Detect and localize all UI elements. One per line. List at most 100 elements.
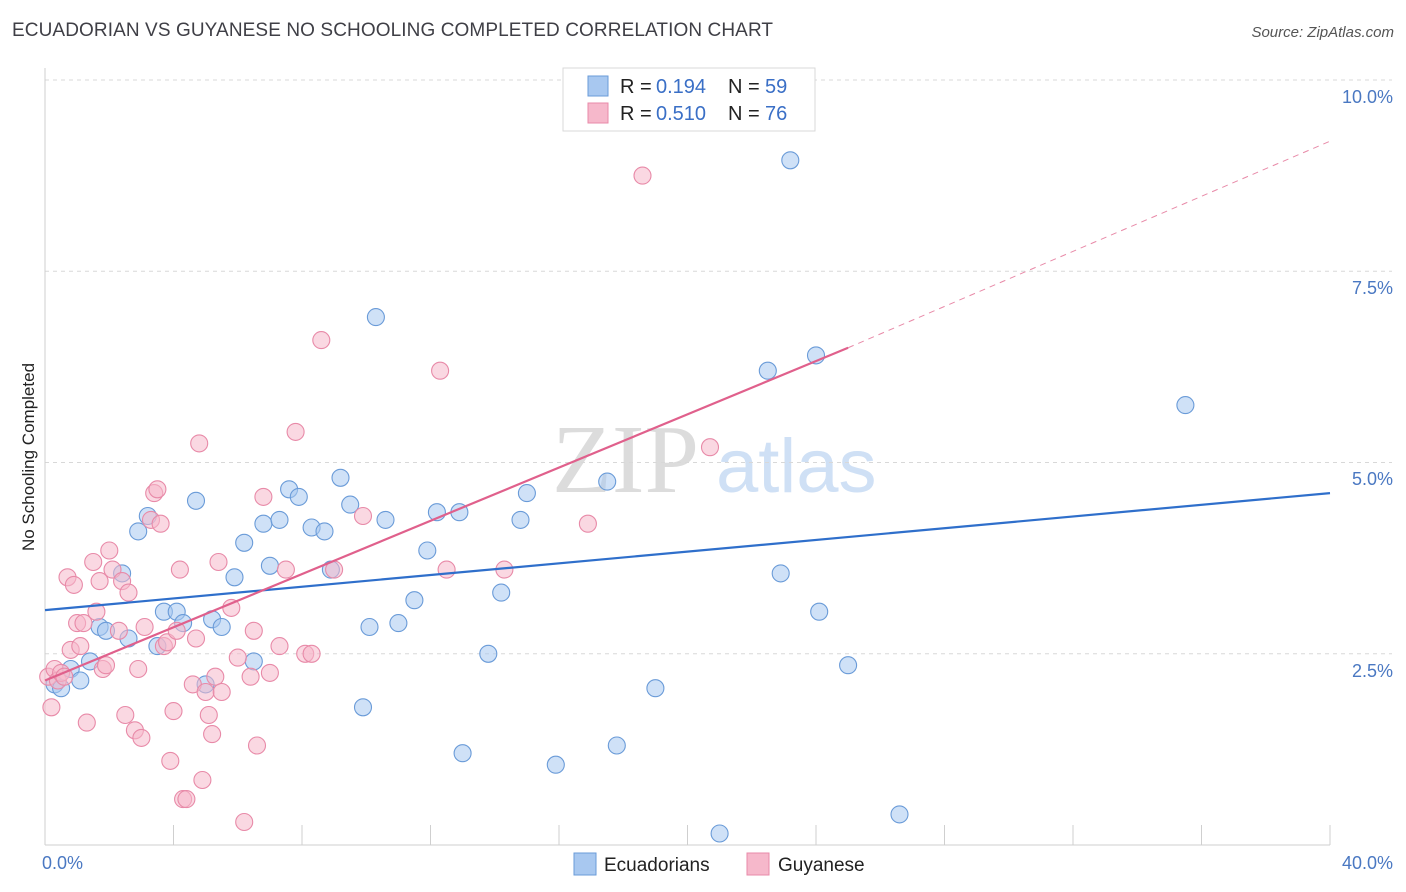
- point-guyanese-58: [270, 637, 289, 656]
- point-ecuadorians-32: [353, 698, 373, 717]
- point-ecuadorians-42: [479, 644, 498, 663]
- point-guyanese-63: [312, 331, 331, 350]
- point-guyanese-62: [302, 644, 321, 663]
- point-ecuadorians-34: [366, 308, 385, 327]
- point-ecuadorians-9: [129, 522, 148, 541]
- point-guyanese-35: [164, 702, 183, 721]
- legend-swatch-ecuadorians: [587, 75, 609, 97]
- point-guyanese-26: [132, 728, 151, 747]
- watermark-zip: ZIP: [552, 406, 699, 514]
- point-ecuadorians-28: [315, 522, 334, 541]
- series-guyanese: [39, 166, 720, 832]
- point-guyanese-13: [84, 552, 103, 572]
- point-ecuadorians-23: [260, 556, 279, 575]
- point-guyanese-47: [206, 667, 225, 686]
- point-guyanese-42: [190, 434, 209, 453]
- y-tick-label-7-5: 7.5%: [1352, 278, 1393, 298]
- legend-r-label-ecuadorians: R =: [620, 76, 652, 98]
- trend-line-guyanese: [44, 346, 849, 682]
- point-guyanese-44: [196, 682, 215, 702]
- point-guyanese-45: [199, 705, 218, 725]
- point-guyanese-60: [286, 422, 305, 441]
- point-guyanese-41: [186, 629, 206, 648]
- legend-swatch-guyanese: [587, 102, 609, 124]
- point-guyanese-70: [633, 166, 652, 185]
- point-guyanese-56: [254, 487, 273, 506]
- bottom-legend-swatch-ecuadorians: [573, 852, 597, 876]
- y-tick-labels: 2.5% 5.0% 7.5% 10.0%: [1342, 87, 1393, 681]
- point-ecuadorians-24: [270, 510, 289, 529]
- point-guyanese-25: [129, 659, 148, 679]
- point-ecuadorians-58: [1176, 396, 1195, 415]
- legend-r-value-guyanese: 0.510: [656, 103, 706, 125]
- point-ecuadorians-30: [331, 468, 350, 487]
- point-ecuadorians-48: [607, 736, 626, 755]
- point-ecuadorians-26: [289, 487, 308, 506]
- point-guyanese-39: [177, 790, 196, 809]
- point-guyanese-17: [96, 656, 116, 675]
- y-tick-label-2-5: 2.5%: [1352, 661, 1393, 681]
- y-tick-label-5-0: 5.0%: [1352, 469, 1393, 489]
- data-points: [39, 151, 1195, 843]
- point-guyanese-67: [437, 560, 456, 579]
- point-guyanese-51: [228, 648, 247, 667]
- point-ecuadorians-53: [781, 151, 800, 170]
- point-guyanese-59: [276, 560, 295, 579]
- correlation-legend: R = 0.194 N = 59 R = 0.510 N = 76: [562, 67, 816, 132]
- point-guyanese-65: [353, 506, 373, 526]
- point-guyanese-8: [64, 575, 83, 594]
- y-axis-label: No Schooling Completed: [19, 363, 38, 551]
- x-tick-label-min: 0.0%: [42, 853, 83, 873]
- point-ecuadorians-56: [839, 656, 858, 675]
- point-guyanese-69: [578, 514, 597, 533]
- watermark-atlas: atlas: [716, 424, 877, 509]
- point-guyanese-46: [203, 725, 222, 744]
- point-ecuadorians-46: [546, 755, 565, 774]
- legend-n-label-guyanese: N =: [728, 103, 760, 125]
- point-ecuadorians-21: [244, 652, 263, 671]
- y-tick-label-10-0: 10.0%: [1342, 87, 1393, 107]
- point-ecuadorians-49: [646, 679, 665, 698]
- point-guyanese-55: [247, 736, 267, 755]
- point-ecuadorians-45: [517, 484, 536, 503]
- point-guyanese-48: [209, 552, 228, 572]
- point-ecuadorians-37: [405, 591, 424, 610]
- point-ecuadorians-51: [758, 361, 777, 380]
- point-ecuadorians-50: [710, 824, 729, 843]
- trend-lines: [44, 140, 1331, 682]
- point-ecuadorians-22: [254, 514, 273, 533]
- point-guyanese-30: [148, 480, 167, 499]
- axes: [44, 68, 1331, 846]
- legend-r-label-guyanese: R =: [620, 103, 652, 125]
- trend-extension-guyanese: [847, 140, 1331, 349]
- point-ecuadorians-20: [235, 533, 254, 552]
- point-guyanese-52: [235, 812, 254, 832]
- point-guyanese-12: [77, 713, 96, 732]
- point-ecuadorians-38: [418, 541, 437, 560]
- legend-n-value-ecuadorians: 59: [765, 76, 787, 98]
- point-ecuadorians-44: [511, 510, 530, 529]
- point-guyanese-27: [135, 617, 154, 637]
- x-tick-label-max: 40.0%: [1342, 853, 1393, 873]
- point-guyanese-71: [700, 438, 720, 457]
- point-ecuadorians-41: [453, 744, 472, 763]
- legend-n-value-guyanese: 76: [765, 103, 787, 125]
- point-guyanese-54: [244, 621, 263, 640]
- point-guyanese-49: [212, 682, 231, 702]
- point-ecuadorians-52: [771, 564, 790, 583]
- point-ecuadorians-43: [492, 583, 511, 602]
- series-legend: Ecuadorians Guyanese: [573, 852, 865, 876]
- bottom-legend-label-ecuadorians: Ecuadorians: [604, 855, 710, 876]
- point-guyanese-20: [109, 621, 128, 640]
- point-guyanese-31: [151, 514, 170, 533]
- point-guyanese-23: [119, 583, 138, 602]
- point-ecuadorians-33: [360, 617, 379, 637]
- point-ecuadorians-31: [341, 495, 360, 514]
- point-ecuadorians-35: [376, 510, 395, 529]
- point-guyanese-15: [90, 572, 109, 591]
- point-ecuadorians-55: [810, 602, 829, 621]
- point-ecuadorians-18: [212, 617, 231, 637]
- source-label: Source: ZipAtlas.com: [1251, 24, 1394, 41]
- point-guyanese-43: [193, 770, 212, 790]
